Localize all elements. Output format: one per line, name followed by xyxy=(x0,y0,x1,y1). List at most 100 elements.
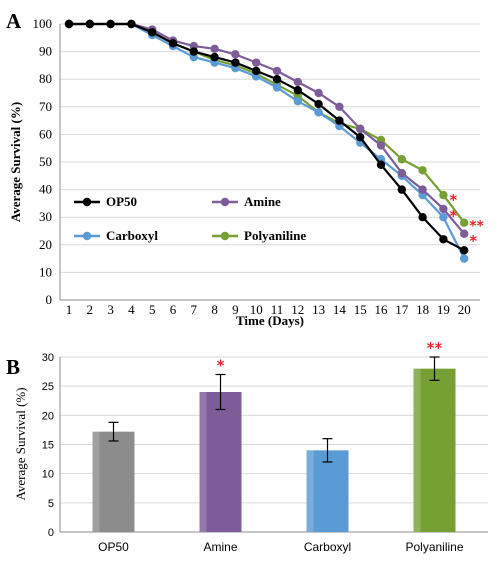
category-label: OP50 xyxy=(98,540,129,554)
significance-marker: * xyxy=(449,191,457,209)
legend-swatch-marker xyxy=(220,231,230,241)
panel-b-y-tick-label: 20 xyxy=(42,410,54,422)
data-point-amine xyxy=(418,185,427,194)
data-point-carboxyl xyxy=(293,97,302,106)
panel-b-bars xyxy=(92,356,456,532)
panel-a-y-tick-label: 30 xyxy=(39,209,52,224)
data-point-op50 xyxy=(439,235,448,244)
data-point-op50 xyxy=(272,75,282,84)
panel-a-x-tick-label: 2 xyxy=(87,302,94,317)
data-point-amine xyxy=(252,58,261,67)
panel-a-x-tick-label: 4 xyxy=(128,302,135,317)
data-point-op50 xyxy=(335,116,344,125)
bar-carboxyl xyxy=(306,450,349,532)
panel-a-y-tick-label: 100 xyxy=(33,16,53,31)
panel-a-x-tick-label: 1 xyxy=(66,302,73,317)
panel-a-y-tick-label: 0 xyxy=(46,292,53,307)
data-point-op50 xyxy=(252,66,261,76)
panel-b-y-tick-label: 15 xyxy=(42,440,54,452)
data-point-amine xyxy=(460,229,469,238)
data-point-amine xyxy=(272,66,282,76)
data-point-amine xyxy=(335,102,344,112)
panel-a-annotations: ***** xyxy=(449,191,484,250)
panel-a-y-ticks: 0 10 20 30 40 50 60 70 80 90 100 xyxy=(33,16,53,307)
category-label: Amine xyxy=(203,540,237,554)
data-point-op50 xyxy=(127,19,136,29)
panel-a-series xyxy=(64,19,469,263)
bar-highlight xyxy=(413,368,421,532)
data-point-amine xyxy=(356,124,365,134)
panel-b-y-axis-title: Average Survival (%) xyxy=(13,387,28,500)
data-point-op50 xyxy=(189,47,198,56)
panel-a-y-tick-label: 10 xyxy=(39,264,52,279)
significance-marker: * xyxy=(469,232,477,250)
data-point-polyaniline xyxy=(397,155,406,164)
panel-a-y-axis-title: Average Survival (%) xyxy=(8,102,23,222)
panel-b-y-tick-label: 5 xyxy=(48,498,54,510)
data-point-op50 xyxy=(293,86,302,95)
data-point-op50 xyxy=(460,246,469,255)
data-point-op50 xyxy=(314,99,323,109)
data-point-op50 xyxy=(106,19,115,29)
bar-highlight xyxy=(306,450,314,532)
legend-label: Carboxyl xyxy=(106,228,158,243)
data-point-op50 xyxy=(356,132,365,142)
data-point-carboxyl xyxy=(460,254,469,263)
panel-a-y-tick-label: 20 xyxy=(39,237,52,252)
panel-a-x-tick-label: 17 xyxy=(395,302,409,317)
panel-a-y-tick-label: 60 xyxy=(39,126,52,141)
category-label: Carboxyl xyxy=(304,540,351,554)
category-label: Polyaniline xyxy=(405,540,463,554)
panel-a-x-tick-label: 19 xyxy=(437,302,450,317)
data-point-amine xyxy=(210,44,219,54)
data-point-op50 xyxy=(231,58,240,67)
data-point-amine xyxy=(293,77,302,87)
panel-a-x-tick-label: 7 xyxy=(191,302,198,317)
panel-a-x-tick-label: 6 xyxy=(170,302,177,317)
panel-a-x-tick-label: 8 xyxy=(211,302,218,317)
panel-b-label: B xyxy=(6,355,20,379)
panel-b-annotations: *** xyxy=(217,339,443,375)
data-point-polyaniline xyxy=(460,218,469,227)
panel-a-x-tick-label: 11 xyxy=(271,302,284,317)
significance-marker: * xyxy=(217,357,225,375)
panel-a-x-tick-label: 16 xyxy=(375,302,389,317)
legend-label: Polyaniline xyxy=(244,228,306,243)
data-point-op50 xyxy=(85,19,95,29)
bar-highlight xyxy=(199,392,207,532)
panel-a-x-tick-label: 15 xyxy=(354,302,367,317)
data-point-polyaniline xyxy=(418,166,427,175)
data-point-carboxyl xyxy=(439,213,448,222)
panel-a-x-tick-label: 13 xyxy=(312,302,325,317)
bar-polyaniline xyxy=(413,368,456,532)
legend-swatch-marker xyxy=(82,197,92,207)
data-point-amine xyxy=(376,141,386,150)
panel-a-x-tick-label: 9 xyxy=(232,302,239,317)
series-line-op50 xyxy=(69,22,465,252)
data-point-carboxyl xyxy=(314,108,323,117)
panel-a-x-tick-label: 18 xyxy=(416,302,429,317)
panel-b-y-tick-label: 25 xyxy=(42,381,54,393)
data-point-amine xyxy=(397,168,406,178)
panel-a-x-tick-label: 14 xyxy=(333,302,347,317)
bar-amine xyxy=(199,392,242,532)
data-point-op50 xyxy=(148,28,157,37)
data-point-op50 xyxy=(397,185,406,194)
data-point-op50 xyxy=(418,213,427,222)
data-point-amine xyxy=(231,50,240,59)
significance-marker: ** xyxy=(469,219,484,235)
data-point-polyaniline xyxy=(439,190,448,200)
legend-label: Amine xyxy=(244,194,281,209)
significance-marker: * xyxy=(449,207,457,225)
panel-a-y-tick-label: 80 xyxy=(39,71,52,86)
panel-a-x-tick-label: 3 xyxy=(107,302,114,317)
panel-b-y-tick-label: 0 xyxy=(48,527,54,539)
panel-a-x-axis-title: Time (Days) xyxy=(236,313,304,328)
panel-b-y-tick-label: 30 xyxy=(42,352,54,364)
panel-a-y-tick-label: 50 xyxy=(39,154,52,169)
series-line-carboxyl xyxy=(69,22,466,260)
data-point-op50 xyxy=(376,160,386,169)
panel-a-legend: OP50 Amine Carboxyl Polyaniline xyxy=(74,194,306,243)
data-point-op50 xyxy=(64,19,74,29)
